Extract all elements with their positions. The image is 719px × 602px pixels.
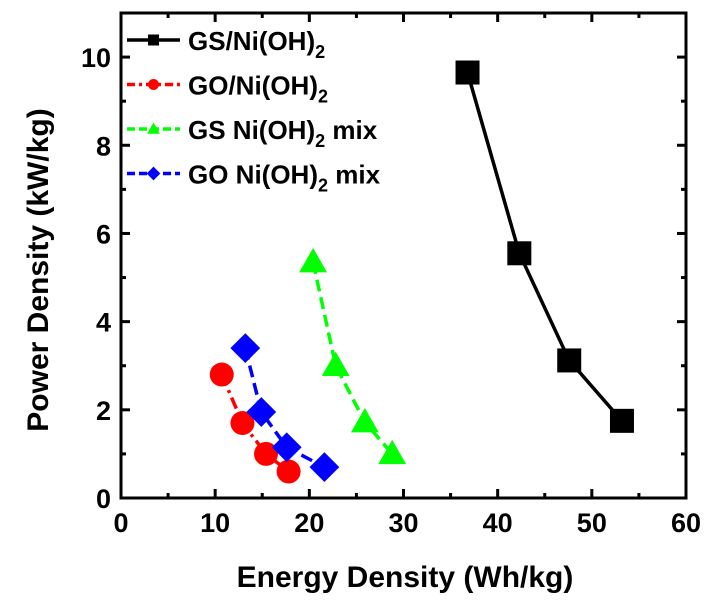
data-point-circle	[210, 363, 234, 387]
x-tick-label: 30	[388, 508, 418, 538]
series-line	[468, 73, 622, 421]
y-tick-label: 0	[96, 484, 111, 514]
x-tick-label: 40	[483, 508, 513, 538]
data-point-square	[148, 35, 159, 46]
data-point-square	[456, 61, 480, 85]
legend-item-2: GO/Ni(OH)2	[127, 71, 328, 107]
x-tick-label: 0	[113, 508, 128, 538]
series-1	[456, 61, 634, 433]
data-point-square	[557, 348, 581, 372]
x-axis-title: Energy Density (Wh/kg)	[237, 561, 574, 594]
series-2	[210, 363, 301, 484]
x-tick-label: 60	[671, 508, 701, 538]
data-point-square	[610, 409, 634, 433]
data-point-circle	[277, 460, 301, 484]
y-tick-label: 10	[81, 43, 111, 73]
legend-label: GS Ni(OH)2 mix	[188, 115, 378, 151]
data-point-square	[507, 241, 531, 265]
legend-item-4: GO Ni(OH)2 mix	[127, 160, 381, 196]
data-point-diamond	[310, 452, 340, 482]
y-tick-label: 2	[96, 396, 111, 426]
legend-item-3: GS Ni(OH)2 mix	[127, 115, 378, 151]
y-tick-label: 6	[96, 219, 111, 249]
legend: GS/Ni(OH)2 GO/Ni(OH)2 GS Ni(OH)2 mix GO Ni(…	[127, 26, 381, 196]
y-tick-label: 8	[96, 131, 111, 161]
series-line	[313, 262, 392, 454]
x-tick-label: 10	[200, 508, 230, 538]
data-point-triangle	[299, 248, 327, 272]
data-point-triangle	[351, 408, 379, 432]
legend-label: GO/Ni(OH)2	[188, 71, 328, 107]
data-point-circle	[148, 79, 159, 90]
data-point-diamond	[230, 333, 260, 363]
series-4	[230, 333, 339, 482]
legend-label: GS/Ni(OH)2	[188, 26, 325, 62]
series-3	[299, 248, 406, 464]
data-point-triangle	[322, 352, 350, 376]
x-tick-label: 50	[577, 508, 607, 538]
y-axis-title: Power Density (kW/kg)	[22, 108, 55, 431]
y-tick-label: 4	[96, 308, 111, 338]
data-point-diamond	[147, 167, 161, 181]
legend-item-1: GS/Ni(OH)2	[127, 26, 325, 62]
x-tick-label: 20	[294, 508, 324, 538]
legend-label: GO Ni(OH)2 mix	[188, 160, 381, 196]
data-point-triangle	[378, 440, 406, 464]
